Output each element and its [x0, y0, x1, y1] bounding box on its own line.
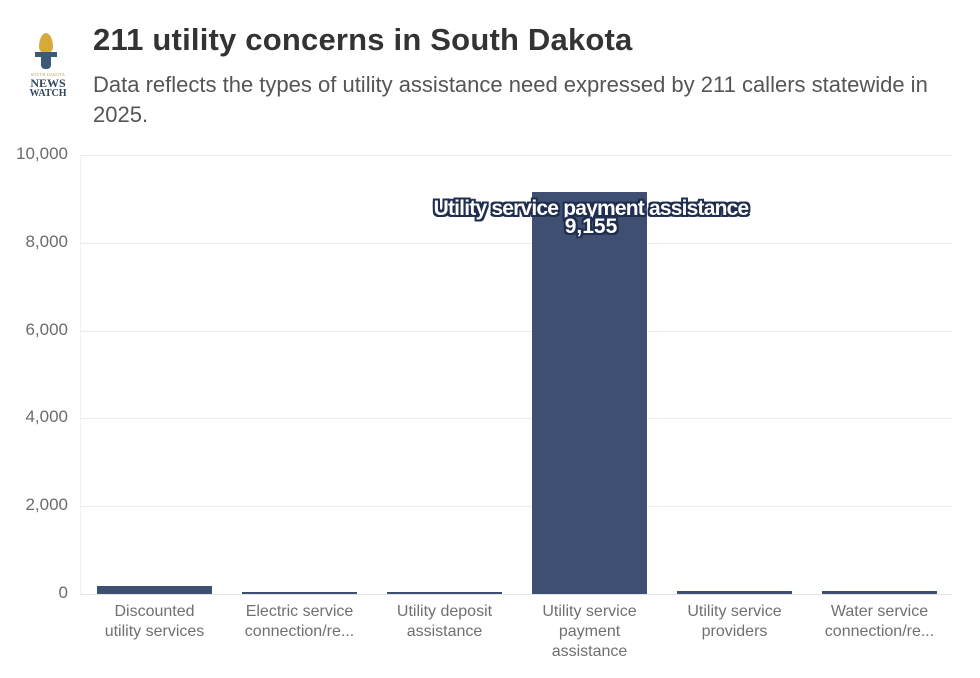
chart-title: 211 utility concerns in South Dakota [93, 22, 633, 57]
y-tick-label: 2,000 [25, 495, 68, 514]
x-tick-label: Discounted utility services [80, 602, 230, 642]
gridline [80, 331, 952, 332]
x-tick-label-line: assistance [551, 643, 628, 660]
y-tick-label: 4,000 [25, 407, 68, 426]
x-tick-label-line: Utility deposit [396, 603, 493, 620]
logo-line-1: NEWS [30, 76, 66, 90]
y-tick-label: 10,000 [16, 144, 68, 163]
x-tick-label-line: Electric service [245, 603, 354, 620]
x-tick-label: Electric service connection/re... [225, 602, 375, 642]
x-tick-label-line: Discounted [114, 603, 195, 620]
bar[interactable] [532, 192, 647, 594]
torch-icon [39, 33, 53, 53]
y-axis-line [80, 155, 81, 595]
x-tick-label: Utility service providers [660, 602, 810, 642]
logo-line-2: WATCH [29, 88, 67, 99]
x-tick-label-line: utility services [104, 623, 205, 640]
bar[interactable] [97, 586, 212, 594]
x-tick-label: Utility service payment assistance [515, 602, 665, 662]
y-tick-label: 6,000 [25, 320, 68, 339]
annotation-value: 9,155 [564, 215, 618, 238]
gridline [80, 243, 952, 244]
bar-annotation: Utility service payment assistance 9,155 [386, 198, 796, 238]
x-tick-label-line: Utility service [687, 603, 782, 620]
bar[interactable] [822, 590, 937, 594]
news-watch-logo: SOUTH DAKOTA NEWS WATCH [20, 30, 76, 102]
x-tick-label-line: connection/re... [824, 623, 935, 640]
x-tick-label-line: providers [701, 623, 768, 640]
gridline [80, 594, 952, 595]
bar[interactable] [677, 591, 792, 594]
x-tick-label: Utility deposit assistance [370, 602, 520, 642]
chart-subtitle: Data reflects the types of utility assis… [93, 72, 928, 127]
gridline [80, 506, 952, 507]
gridline [80, 155, 952, 156]
x-tick-label-line: payment [558, 623, 621, 640]
bar[interactable] [387, 592, 502, 594]
x-tick-label-line: assistance [406, 623, 483, 640]
bar[interactable] [242, 592, 357, 594]
y-tick-label: 8,000 [25, 232, 68, 251]
x-tick-label-line: Water service [830, 603, 929, 620]
x-tick-label: Water service connection/re... [805, 602, 955, 642]
y-tick-label: 0 [58, 583, 68, 602]
torch-stem [41, 57, 51, 69]
annotation-label: Utility service payment assistance [433, 197, 750, 220]
logo-small-text: SOUTH DAKOTA [30, 72, 66, 77]
gridline [80, 418, 952, 419]
torch-cup [35, 52, 57, 57]
x-tick-label-line: Utility service [542, 603, 637, 620]
x-tick-label-line: connection/re... [244, 623, 355, 640]
